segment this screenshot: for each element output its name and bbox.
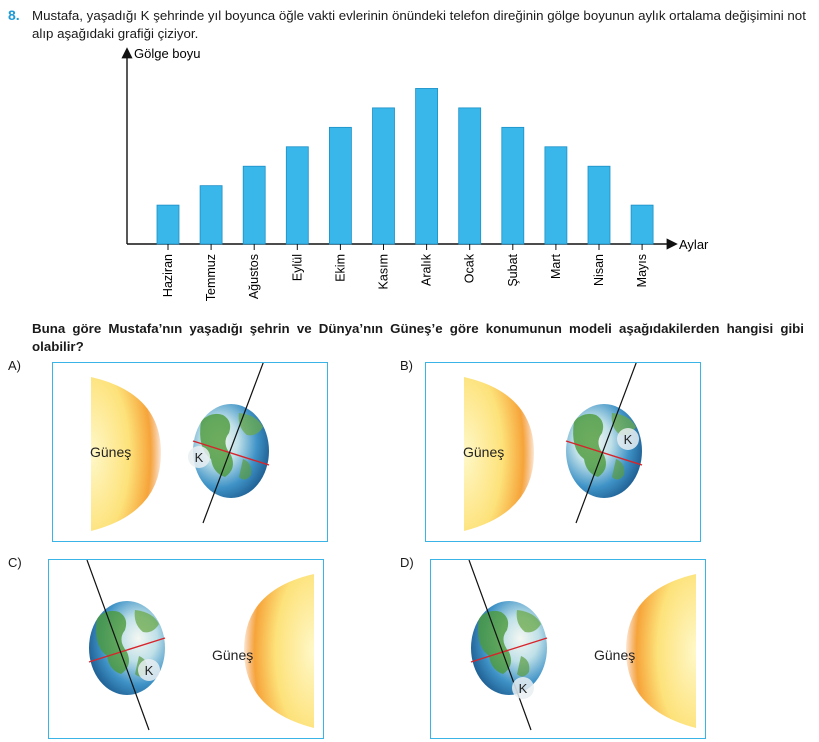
earth-globe: K [86,560,166,731]
city-marker [138,659,160,681]
x-tick-label-7: Aralık [420,253,434,286]
x-tick-label-6: Kasım [377,254,391,289]
x-tick-label-5: Ekim [333,254,347,282]
x-tick-label-10: Mart [549,253,563,279]
city-label: K [519,681,528,696]
sun-shape [626,574,696,728]
earth-globe: K [188,363,270,524]
bar-10 [544,146,568,245]
question-prompt: Buna göre Mustafa’nın yaşadığı şehrin ve… [32,321,804,354]
bar-1 [156,204,180,245]
bar-2 [199,185,223,245]
option-diagram: Güneş K [86,560,314,731]
x-tick-label-8: Ocak [463,253,477,283]
x-axis-label: Aylar [679,237,709,252]
earth-axis [86,560,150,731]
option-diagram: Güneş K [90,363,270,531]
option-diagram: Güneş K [463,363,643,531]
equator-line [192,440,270,466]
option-letter-d: D) [400,555,414,570]
x-tick-label-1: Haziran [161,254,175,297]
bar-4 [285,146,309,245]
option-a[interactable]: Güneş K [52,362,328,542]
option-b[interactable]: Güneş K [425,362,701,542]
equator-line [565,440,643,466]
earth-globe: K [468,560,548,731]
x-tick-label-11: Nisan [592,254,606,286]
earth-axis [575,363,637,524]
x-tick-label-4: Eylül [290,254,304,281]
bar-8 [458,107,482,245]
city-marker [188,446,210,468]
option-diagram: Güneş K [468,560,696,731]
earth-axis [468,560,532,731]
bar-11 [587,165,611,245]
sun-label: Güneş [90,444,131,460]
x-tick-label-12: Mayıs [635,254,649,287]
sun-label: Güneş [212,647,253,663]
x-tick-label-3: Ağustos [247,254,261,299]
city-label: K [145,663,154,678]
bar-3 [242,165,266,245]
earth-axis [202,363,264,524]
city-label: K [195,450,204,465]
equator-line [470,637,548,663]
bar-7 [415,88,439,245]
bar-12 [630,204,654,245]
sun-label: Güneş [594,647,635,663]
option-c[interactable]: Güneş K [48,559,324,739]
city-marker [512,677,534,699]
option-d[interactable]: Güneş K [430,559,706,739]
question-number: 8. [8,7,20,23]
sun-shape [244,574,314,728]
y-axis-label: Gölge boyu [134,46,201,61]
option-letter-b: B) [400,358,413,373]
bar-5 [328,126,352,245]
sun-shape [464,377,534,531]
option-letter-a: A) [8,358,21,373]
earth-globe: K [565,363,643,524]
x-tick-label-9: Şubat [506,253,520,286]
sun-label: Güneş [463,444,504,460]
city-marker [617,428,639,450]
bar-6 [372,107,395,245]
city-label: K [624,432,633,447]
sun-shape [91,377,161,531]
option-letter-c: C) [8,555,22,570]
question-text: Mustafa, yaşadığı K şehrinde yıl boyunca… [32,8,806,41]
equator-line [88,637,166,663]
shadow-length-chart: Gölge boyu Aylar Haziran Temmuz Ağustos Eyl… [121,46,709,301]
x-tick-label-2: Temmuz [204,254,218,301]
bar-9 [501,126,525,245]
